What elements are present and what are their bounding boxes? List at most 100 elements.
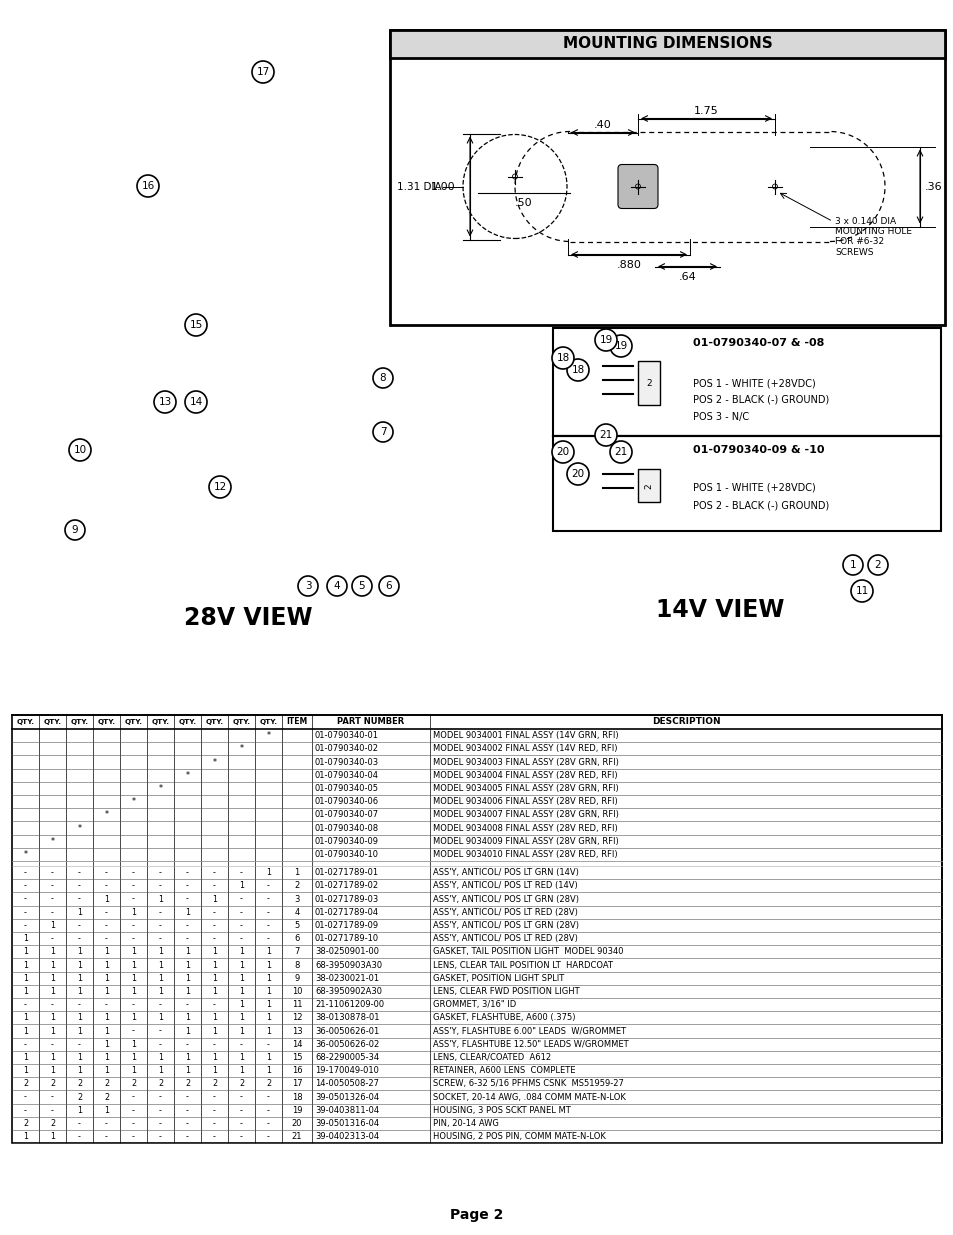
Text: *: * bbox=[24, 850, 28, 858]
Text: 1: 1 bbox=[50, 987, 55, 995]
Text: -: - bbox=[186, 1105, 189, 1115]
Text: MODEL 9034002 FINAL ASSY (14V RED, RFI): MODEL 9034002 FINAL ASSY (14V RED, RFI) bbox=[433, 745, 617, 753]
Text: 1: 1 bbox=[212, 1013, 216, 1023]
Text: 01-0790340-09: 01-0790340-09 bbox=[314, 836, 378, 846]
Text: -: - bbox=[186, 1093, 189, 1102]
Text: 1: 1 bbox=[185, 987, 190, 995]
Text: 7: 7 bbox=[294, 947, 299, 956]
Text: 20: 20 bbox=[556, 447, 569, 457]
Text: 14: 14 bbox=[190, 396, 202, 408]
Text: 13: 13 bbox=[158, 396, 172, 408]
Text: GASKET, POSITION LIGHT SPLIT: GASKET, POSITION LIGHT SPLIT bbox=[433, 973, 563, 983]
Text: 12: 12 bbox=[213, 482, 227, 492]
Text: 3: 3 bbox=[294, 894, 299, 904]
Text: -: - bbox=[132, 934, 134, 944]
Text: 1: 1 bbox=[50, 1132, 55, 1141]
Text: 2: 2 bbox=[266, 1079, 271, 1088]
Text: 2: 2 bbox=[158, 1079, 163, 1088]
Text: 1: 1 bbox=[131, 908, 136, 916]
Text: -: - bbox=[213, 1119, 215, 1128]
Text: 14-0050508-27: 14-0050508-27 bbox=[314, 1079, 378, 1088]
Text: -: - bbox=[78, 1132, 81, 1141]
Text: 1: 1 bbox=[23, 987, 28, 995]
Text: 8: 8 bbox=[379, 373, 386, 383]
Text: 1: 1 bbox=[158, 894, 163, 904]
Text: -: - bbox=[51, 1093, 54, 1102]
Text: 2: 2 bbox=[131, 1079, 136, 1088]
Text: 1: 1 bbox=[104, 1040, 109, 1049]
Text: 11: 11 bbox=[855, 585, 868, 597]
Text: 6: 6 bbox=[294, 934, 299, 944]
Text: -: - bbox=[240, 868, 243, 877]
Text: 01-0790340-06: 01-0790340-06 bbox=[314, 797, 378, 806]
Text: 1: 1 bbox=[131, 947, 136, 956]
Text: 5: 5 bbox=[294, 921, 299, 930]
Text: 1: 1 bbox=[50, 961, 55, 969]
Text: -: - bbox=[213, 1132, 215, 1141]
Text: -: - bbox=[24, 1000, 27, 1009]
Text: -: - bbox=[213, 1040, 215, 1049]
Text: 1: 1 bbox=[23, 1066, 28, 1076]
Text: MODEL 9034005 FINAL ASSY (28V GRN, RFI): MODEL 9034005 FINAL ASSY (28V GRN, RFI) bbox=[433, 784, 618, 793]
Text: 3: 3 bbox=[304, 580, 311, 592]
Text: DESCRIPTION: DESCRIPTION bbox=[651, 718, 720, 726]
Text: 1: 1 bbox=[266, 973, 271, 983]
Text: 4: 4 bbox=[334, 580, 340, 592]
Text: 1: 1 bbox=[185, 908, 190, 916]
Text: -: - bbox=[213, 882, 215, 890]
Text: 1: 1 bbox=[50, 1053, 55, 1062]
Bar bbox=[638, 469, 659, 501]
Text: 21: 21 bbox=[292, 1132, 302, 1141]
Text: 13: 13 bbox=[292, 1026, 302, 1035]
Text: *: * bbox=[213, 757, 216, 767]
Text: MODEL 9034004 FINAL ASSY (28V RED, RFI): MODEL 9034004 FINAL ASSY (28V RED, RFI) bbox=[433, 771, 617, 779]
Text: -: - bbox=[51, 908, 54, 916]
Text: 19: 19 bbox=[292, 1105, 302, 1115]
Text: POS 2 - BLACK (-) GROUND): POS 2 - BLACK (-) GROUND) bbox=[692, 500, 828, 510]
Text: 1: 1 bbox=[158, 973, 163, 983]
Text: 1: 1 bbox=[158, 1066, 163, 1076]
Text: 1: 1 bbox=[104, 894, 109, 904]
Text: 01-0790340-01: 01-0790340-01 bbox=[314, 731, 378, 740]
Text: -: - bbox=[105, 1132, 108, 1141]
Text: 2: 2 bbox=[50, 1079, 55, 1088]
Text: 1: 1 bbox=[158, 947, 163, 956]
Text: 1: 1 bbox=[212, 894, 216, 904]
Text: ASS'Y, ANTICOL/ POS LT GRN (28V): ASS'Y, ANTICOL/ POS LT GRN (28V) bbox=[433, 921, 578, 930]
Text: -: - bbox=[105, 921, 108, 930]
Text: 38-0130878-01: 38-0130878-01 bbox=[314, 1013, 379, 1023]
Circle shape bbox=[373, 368, 393, 388]
Circle shape bbox=[185, 391, 207, 412]
Text: -: - bbox=[186, 894, 189, 904]
Text: -: - bbox=[24, 868, 27, 877]
Text: 15: 15 bbox=[190, 320, 202, 330]
Bar bbox=[12, 715, 941, 1144]
Text: 1: 1 bbox=[158, 1053, 163, 1062]
Text: 1: 1 bbox=[212, 1066, 216, 1076]
Text: -: - bbox=[186, 868, 189, 877]
Text: -: - bbox=[186, 921, 189, 930]
Text: MODEL 9034003 FINAL ASSY (28V GRN, RFI): MODEL 9034003 FINAL ASSY (28V GRN, RFI) bbox=[433, 757, 618, 767]
Text: 01-0790340-08: 01-0790340-08 bbox=[314, 824, 378, 832]
Text: -: - bbox=[213, 1000, 215, 1009]
Text: 1: 1 bbox=[239, 1013, 244, 1023]
Text: 2: 2 bbox=[23, 1079, 28, 1088]
Text: -: - bbox=[51, 868, 54, 877]
Text: PART NUMBER: PART NUMBER bbox=[337, 718, 404, 726]
Text: 1: 1 bbox=[185, 961, 190, 969]
Text: 38-0230021-01: 38-0230021-01 bbox=[314, 973, 378, 983]
Text: 1: 1 bbox=[77, 908, 82, 916]
Text: 1: 1 bbox=[77, 961, 82, 969]
Text: 2: 2 bbox=[238, 1079, 244, 1088]
Text: -: - bbox=[240, 1040, 243, 1049]
Text: 1: 1 bbox=[239, 1000, 244, 1009]
Text: .880: .880 bbox=[616, 259, 640, 269]
Circle shape bbox=[566, 463, 588, 485]
Text: 1.31 DIA: 1.31 DIA bbox=[397, 182, 441, 191]
Text: QTY.: QTY. bbox=[125, 719, 142, 725]
Text: 1: 1 bbox=[266, 1026, 271, 1035]
Text: 01-0271789-03: 01-0271789-03 bbox=[314, 894, 379, 904]
Text: 01-0271789-09: 01-0271789-09 bbox=[314, 921, 378, 930]
Text: *: * bbox=[266, 731, 271, 740]
Text: *: * bbox=[132, 797, 135, 806]
